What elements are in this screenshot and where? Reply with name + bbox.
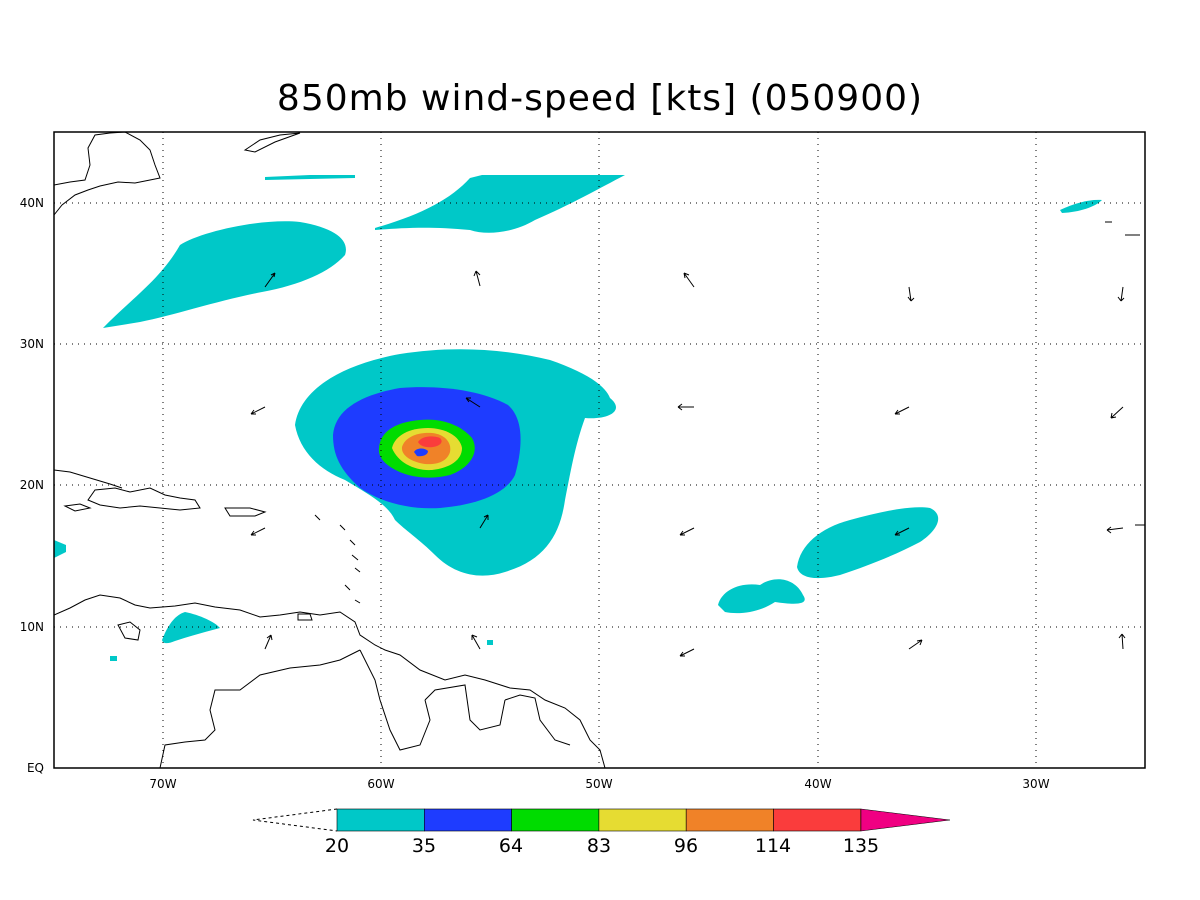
wind-vector: [1106, 526, 1124, 534]
y-tick-label: 10N: [20, 620, 44, 634]
wind-vector: [1110, 406, 1124, 419]
wind-vector: [479, 514, 489, 529]
wind-vector: [683, 272, 695, 288]
colorbar-label: 135: [843, 835, 879, 857]
coastline-south-america: [54, 594, 606, 768]
y-axis-labels: EQ 10N 20N 30N 40N: [20, 196, 44, 775]
coastline-cuba: [54, 469, 123, 489]
contour-20kt-dot2: [110, 656, 117, 661]
wind-vector: [677, 403, 694, 411]
wind-vector: [1118, 633, 1126, 650]
coastline-jamaica: [63, 503, 92, 512]
wind-vectors: [250, 270, 1126, 657]
wind-vector: [264, 272, 276, 288]
y-tick-label: 30N: [20, 337, 44, 351]
colorbar-label: 20: [325, 835, 349, 857]
colorbar-label: 96: [674, 835, 698, 857]
wind-vector: [250, 527, 266, 536]
colorbar-box: [511, 808, 600, 832]
y-tick-label: 20N: [20, 478, 44, 492]
wind-vector: [473, 270, 481, 287]
coastline-lesser-antilles: [314, 514, 361, 604]
coastline-portugal-islands: [1105, 221, 1145, 526]
border-suriname: [424, 684, 506, 731]
contour-20kt-north: [375, 175, 625, 233]
wind-vector: [471, 634, 481, 650]
map-plot-area: [54, 132, 1145, 768]
contour-20kt-east-south: [718, 579, 805, 614]
wind-vector: [264, 634, 273, 650]
map-title: 850mb wind-speed [kts] (050900): [276, 78, 924, 119]
wind-vector: [907, 286, 915, 302]
x-tick-label: 50W: [585, 777, 612, 791]
contour-20kt-northeast: [1060, 199, 1102, 213]
x-tick-label: 60W: [367, 777, 394, 791]
colorbar-box: [598, 808, 687, 832]
colorbar-label: 83: [587, 835, 611, 857]
colorbar-under-triangle: [252, 808, 338, 832]
wind-vector: [679, 527, 695, 536]
colorbar-label: 114: [755, 835, 791, 857]
colorbar-box: [685, 808, 774, 832]
colorbar-box: [423, 808, 512, 832]
contour-114kt: [418, 436, 442, 448]
wind-vector: [894, 406, 910, 415]
y-tick-label: EQ: [27, 761, 44, 775]
x-tick-label: 30W: [1022, 777, 1049, 791]
coastline-lake-maracaibo: [117, 621, 141, 641]
contour-hurricane-eye: [414, 448, 428, 457]
x-axis-labels: 70W 60W 50W 40W 30W: [149, 777, 1049, 791]
border-french-guiana: [504, 694, 571, 746]
colorbar-box: [773, 808, 862, 832]
contour-20kt-strip: [265, 175, 355, 180]
colorbar-over-triangle: [860, 808, 951, 832]
contour-20kt-east: [797, 507, 939, 579]
wind-vector: [679, 648, 695, 657]
coastlines: [54, 132, 1145, 768]
coastline-puerto-rico: [224, 507, 267, 517]
contour-20kt-edge: [54, 540, 66, 558]
colorbar-label: 35: [412, 835, 436, 857]
wind-vector: [908, 639, 923, 650]
wind-vector: [894, 527, 910, 536]
wind-vector: [1117, 286, 1125, 302]
colorbar-label: 64: [499, 835, 523, 857]
contour-20kt-northwest: [103, 221, 346, 328]
map-frame: [53, 131, 1146, 769]
wind-contours: [54, 175, 1102, 661]
coastline-hispaniola: [87, 487, 201, 511]
wind-vector: [250, 406, 266, 415]
colorbar-labels: 20 35 64 83 96 114 135: [325, 835, 879, 857]
colorbar-box: [336, 808, 425, 832]
coastline-trinidad: [297, 613, 313, 621]
colorbar-boxes: [336, 808, 862, 832]
y-tick-label: 40N: [20, 196, 44, 210]
border-guyana: [359, 649, 431, 751]
contour-20kt-caribbean: [162, 612, 220, 644]
wind-vector: [465, 397, 481, 408]
coastline-northeast-us: [54, 132, 161, 216]
colorbar: 20 35 64 83 96 114 135: [252, 808, 951, 857]
contour-20kt-dot1: [487, 640, 493, 645]
x-tick-label: 40W: [804, 777, 831, 791]
coastline-nova-scotia: [243, 132, 301, 153]
grid-lines: [54, 132, 1145, 768]
border-venezuela: [159, 649, 361, 768]
x-tick-label: 70W: [149, 777, 176, 791]
